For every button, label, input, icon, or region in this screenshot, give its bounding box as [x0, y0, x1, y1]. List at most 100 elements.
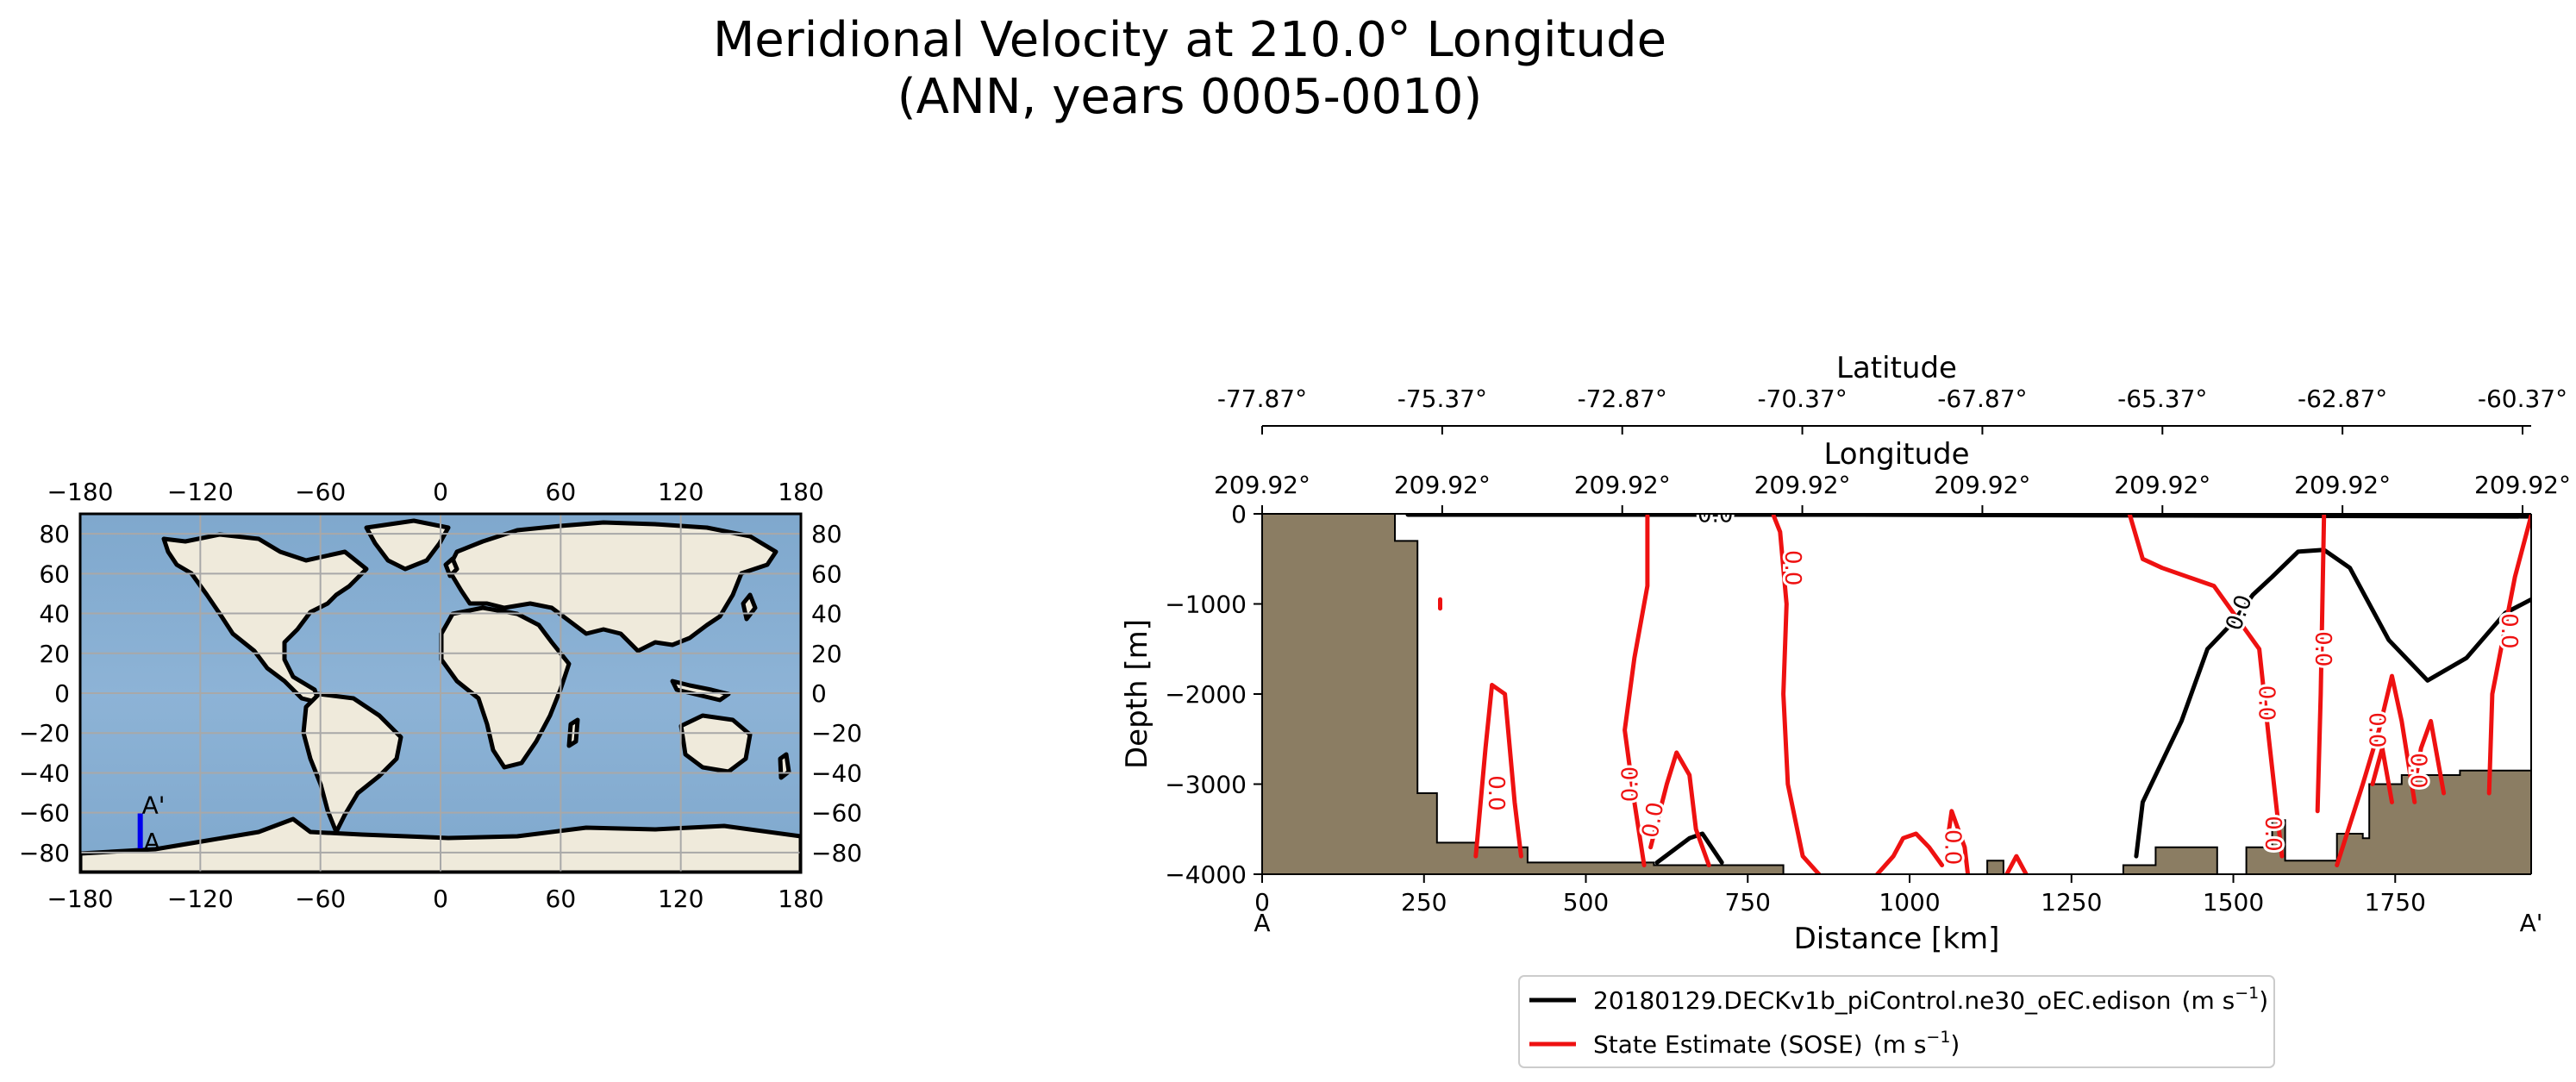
lon-tick-label: 209.92°: [2474, 471, 2571, 499]
map-lon-tick-bottom: 180: [778, 885, 823, 913]
map-lat-tick-right: 20: [811, 640, 842, 668]
latitude-axis-ticks: -77.87° -75.37° -72.87° -70.37° -67.87° -65.3…: [1217, 385, 2567, 435]
contour-level-label: 0.0: [2496, 613, 2522, 648]
lon-tick-label: 209.92°: [1214, 471, 1310, 499]
map-lat-tick-left: −40: [19, 759, 70, 787]
x-axis-ticks: 0 250 500 750 1000 1250 1500 1750: [1254, 874, 2426, 916]
lon-tick-label: 209.92°: [2114, 471, 2210, 499]
map-lon-tick-top: 0: [433, 478, 448, 506]
map-lat-tick-left: 20: [39, 640, 70, 668]
sose-contour: [1946, 809, 1971, 874]
sose-contour: [2335, 673, 2417, 867]
lat-tick-label: -62.87°: [2298, 385, 2387, 413]
model-contour: [1654, 831, 1724, 865]
map-lat-tick-left: 40: [39, 600, 70, 629]
map-lat-tick-right: −40: [811, 759, 862, 787]
land-eurasia: [446, 520, 778, 654]
sose-contour: [2370, 746, 2394, 804]
map-lon-tick-top: 60: [546, 478, 577, 506]
sose-contour: [1473, 683, 1523, 859]
map-lat-tick-left: −60: [19, 799, 70, 828]
velocity-section: 0.00.00.00.00.00.00.00.00.00.00.00.0 0.0 …: [1120, 351, 2571, 956]
contour-labels: 0.00.00.00.00.00.00.00.00.00.00.00.0 0.0: [1480, 503, 2524, 867]
y-tick-label: 0: [1231, 500, 1247, 528]
y-tick-label: −4000: [1165, 860, 1247, 889]
y-tick-label: −2000: [1165, 680, 1247, 709]
map-lat-tick-left: 80: [39, 520, 70, 548]
map-lon-tick-bottom: −60: [295, 885, 346, 913]
land-africa: [439, 605, 572, 770]
latitude-axis-label: Latitude: [1836, 351, 1957, 385]
contour-level-label: 0.0: [2310, 631, 2335, 666]
legend-box: [1518, 975, 2275, 1068]
sose-contour: [2127, 514, 2285, 859]
map-lon-tick-bottom: 60: [546, 885, 577, 913]
lat-tick-label: -75.37°: [1397, 385, 1487, 413]
lat-tick-label: -67.87°: [1937, 385, 2027, 413]
lon-tick-label: 209.92°: [1934, 471, 2030, 499]
contour-level-label: 0.0: [1618, 766, 1644, 802]
map-lat-tick-left: 0: [54, 679, 70, 708]
y-tick-label: −3000: [1165, 771, 1247, 799]
map-lat-tick-right: 60: [811, 560, 842, 588]
map-lat-tick-left: −20: [19, 719, 70, 747]
transect-start-label: A: [144, 828, 160, 856]
contour-level-label: 0.0: [2260, 816, 2285, 851]
map-lon-tick-top: 120: [658, 478, 703, 506]
sose-contour: [2004, 854, 2029, 874]
transect-end-label: A': [142, 791, 166, 820]
y-tick-label: −1000: [1165, 591, 1247, 619]
lat-tick-label: -60.37°: [2478, 385, 2567, 413]
map-lat-tick-right: 80: [811, 520, 842, 548]
sose-contour: [2412, 718, 2447, 796]
lon-tick-label: 209.92°: [1754, 471, 1851, 499]
sose-contour: [1648, 750, 1711, 867]
contour-level-label: 0.0: [1638, 800, 1670, 840]
x-tick-label: 1000: [1879, 888, 1940, 916]
map-lon-tick-top: 180: [778, 478, 823, 506]
x-tick-label: 500: [1563, 888, 1609, 916]
land-uk: [443, 556, 460, 579]
legend-sose-label: State Estimate (SOSE) (m s−1): [1593, 1028, 1960, 1059]
map-lat-tick-right: −60: [811, 799, 862, 828]
x-tick-label: 1500: [2203, 888, 2264, 916]
map-lon-tick-bottom: −180: [47, 885, 114, 913]
lat-tick-label: -77.87°: [1217, 385, 1307, 413]
legend: 20180129.DECKv1b_piControl.ne30_oEC.edis…: [1518, 975, 2275, 1068]
land-greenland: [364, 518, 451, 572]
figure-title-line2: (ANN, years 0005-0010): [897, 69, 1483, 125]
lat-tick-label: -70.37°: [1757, 385, 1847, 413]
contour-lines: [1405, 514, 2531, 874]
map-lat-tick-right: −80: [811, 839, 862, 867]
longitude-axis-ticks: 209.92° 209.92° 209.92° 209.92° 209.92° 209.9…: [1214, 471, 2571, 514]
section-end-label: A': [2520, 909, 2543, 937]
y-axis-ticks: 0 −1000 −2000 −3000 −4000: [1165, 500, 1262, 889]
map-frame: [78, 512, 803, 874]
section-start-label: A: [1254, 909, 1270, 937]
lat-tick-label: -72.87°: [1578, 385, 1667, 413]
land-australia: [678, 713, 753, 774]
map-lat-tick-left: 60: [39, 560, 70, 588]
map-lon-tick-top: −180: [47, 478, 114, 506]
contour-level-label: 0.0: [2363, 712, 2389, 747]
contour-level-label: 0.0: [1939, 829, 1965, 865]
figure-title-line1: Meridional Velocity at 210.0° Longitude: [712, 12, 1667, 68]
map-lat-tick-right: −20: [811, 719, 862, 747]
contour-level-label: 0.0: [2404, 753, 2430, 788]
x-tick-label: 1250: [2041, 888, 2102, 916]
contour-level-label: 0.0: [1698, 503, 1733, 528]
map-lon-tick-top: −120: [167, 478, 234, 506]
sose-contour: [1771, 514, 1822, 874]
map-lon-tick-bottom: 0: [433, 885, 448, 913]
map-gridlines: [80, 514, 801, 872]
x-tick-label: 0: [1254, 888, 1270, 916]
x-tick-label: 1750: [2365, 888, 2426, 916]
lon-tick-label: 209.92°: [2294, 471, 2391, 499]
sose-contour: [2315, 514, 2327, 814]
map-lat-tick-left: −80: [19, 839, 70, 867]
contour-level-label: 0.0: [1779, 550, 1805, 585]
map-axis-ticks: −180 −180 −120 −120 −60 −60 0 0 60 60 120 120 180 180…: [19, 478, 862, 913]
map-lat-tick-right: 40: [811, 600, 842, 629]
contour-level-label: 0.0: [1483, 775, 1509, 810]
